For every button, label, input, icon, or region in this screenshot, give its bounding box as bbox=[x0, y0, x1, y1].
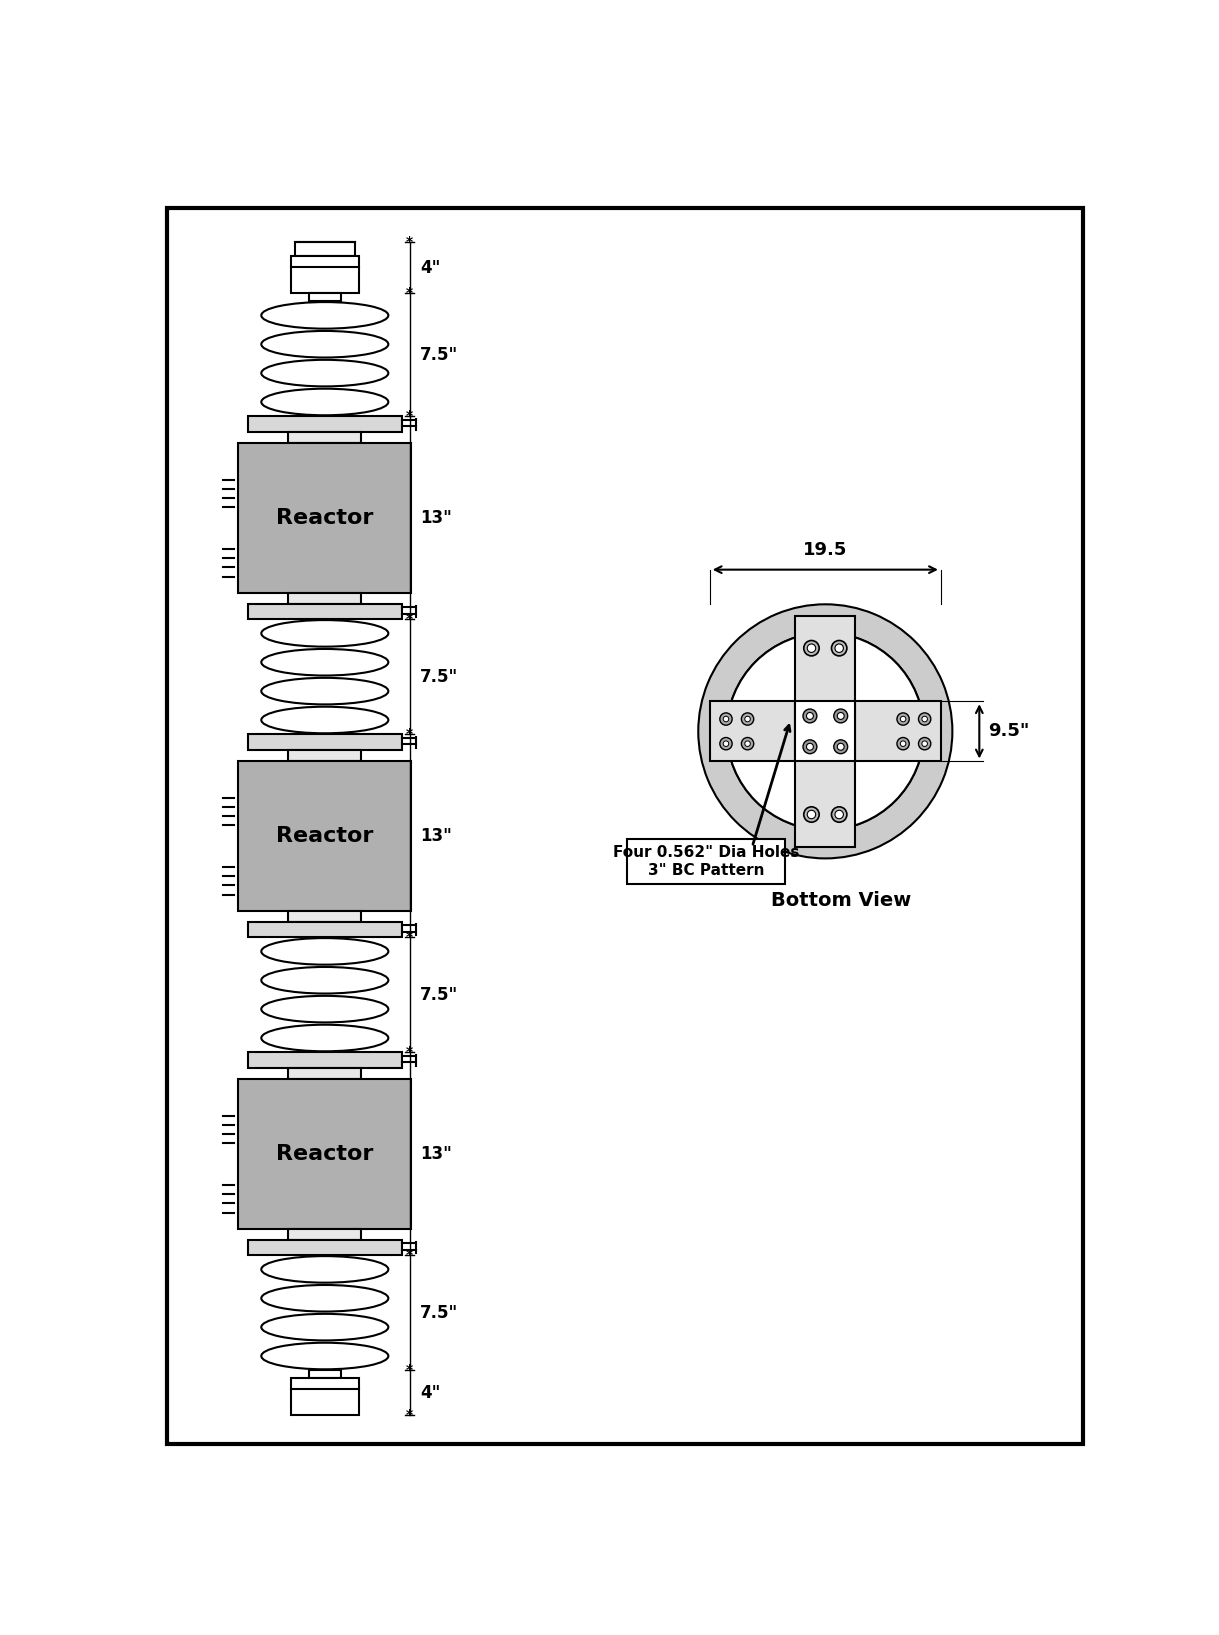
Ellipse shape bbox=[261, 302, 389, 329]
Bar bbox=[238, 443, 412, 594]
Text: Reactor: Reactor bbox=[277, 1144, 373, 1164]
Ellipse shape bbox=[261, 1256, 389, 1283]
Text: 13": 13" bbox=[421, 827, 452, 845]
Bar bbox=[288, 1068, 361, 1079]
Text: 4": 4" bbox=[421, 1383, 441, 1401]
Text: 7.5": 7.5" bbox=[421, 347, 458, 365]
Bar bbox=[247, 734, 402, 750]
Circle shape bbox=[918, 737, 931, 750]
Circle shape bbox=[741, 737, 753, 750]
Text: *: * bbox=[406, 1408, 413, 1422]
Circle shape bbox=[834, 710, 847, 723]
Bar bbox=[291, 257, 358, 293]
Text: Bottom View: Bottom View bbox=[770, 891, 911, 911]
Circle shape bbox=[720, 737, 733, 750]
Text: 7.5": 7.5" bbox=[421, 986, 458, 1004]
Bar bbox=[627, 839, 785, 885]
Circle shape bbox=[901, 716, 906, 721]
Bar bbox=[247, 1239, 402, 1256]
Bar bbox=[247, 922, 402, 937]
Circle shape bbox=[720, 713, 733, 726]
Circle shape bbox=[835, 811, 844, 819]
Circle shape bbox=[745, 741, 751, 747]
Circle shape bbox=[807, 744, 813, 750]
Ellipse shape bbox=[261, 966, 389, 994]
Text: *: * bbox=[406, 930, 413, 943]
Circle shape bbox=[745, 716, 751, 721]
Bar bbox=[247, 603, 402, 620]
Text: *: * bbox=[406, 1045, 413, 1059]
Text: 7.5": 7.5" bbox=[421, 1303, 458, 1321]
Circle shape bbox=[831, 806, 847, 822]
Circle shape bbox=[727, 633, 924, 831]
Ellipse shape bbox=[261, 389, 389, 415]
Bar bbox=[247, 1053, 402, 1068]
Text: 19.5: 19.5 bbox=[803, 541, 847, 559]
Text: 9.5": 9.5" bbox=[989, 723, 1030, 741]
Ellipse shape bbox=[261, 938, 389, 965]
Circle shape bbox=[834, 739, 847, 754]
Ellipse shape bbox=[261, 330, 389, 358]
Text: 7.5": 7.5" bbox=[421, 667, 458, 685]
Circle shape bbox=[831, 641, 847, 656]
Text: 4": 4" bbox=[421, 258, 441, 276]
Bar bbox=[308, 1370, 341, 1378]
Bar bbox=[795, 701, 856, 762]
Circle shape bbox=[835, 644, 844, 652]
Ellipse shape bbox=[261, 1025, 389, 1051]
Ellipse shape bbox=[261, 649, 389, 675]
Text: 13": 13" bbox=[421, 508, 452, 526]
Text: *: * bbox=[406, 1364, 413, 1377]
Text: *: * bbox=[406, 611, 413, 626]
Circle shape bbox=[803, 641, 819, 656]
Ellipse shape bbox=[261, 620, 389, 647]
Text: Reactor: Reactor bbox=[277, 826, 373, 845]
Circle shape bbox=[897, 737, 909, 750]
Ellipse shape bbox=[261, 1285, 389, 1311]
Circle shape bbox=[723, 741, 729, 747]
Circle shape bbox=[723, 716, 729, 721]
Bar bbox=[288, 432, 361, 443]
Text: *: * bbox=[406, 235, 413, 250]
Text: Four 0.562" Dia Holes
3" BC Pattern: Four 0.562" Dia Holes 3" BC Pattern bbox=[613, 845, 800, 878]
Ellipse shape bbox=[261, 706, 389, 732]
Circle shape bbox=[837, 744, 845, 750]
Circle shape bbox=[807, 713, 813, 719]
Bar bbox=[291, 1378, 358, 1416]
Bar bbox=[709, 701, 941, 762]
Bar bbox=[308, 293, 341, 301]
Text: *: * bbox=[406, 728, 413, 741]
Circle shape bbox=[901, 741, 906, 747]
Circle shape bbox=[803, 806, 819, 822]
Circle shape bbox=[807, 644, 816, 652]
Circle shape bbox=[837, 713, 845, 719]
Circle shape bbox=[807, 811, 816, 819]
Bar bbox=[238, 1079, 412, 1230]
Text: *: * bbox=[406, 409, 413, 423]
Ellipse shape bbox=[261, 360, 389, 386]
Circle shape bbox=[897, 713, 909, 726]
Circle shape bbox=[922, 716, 928, 721]
Circle shape bbox=[741, 713, 753, 726]
Circle shape bbox=[803, 710, 817, 723]
Bar bbox=[247, 417, 402, 432]
Circle shape bbox=[922, 741, 928, 747]
Ellipse shape bbox=[261, 679, 389, 705]
Text: *: * bbox=[406, 1248, 413, 1262]
Bar bbox=[288, 911, 361, 922]
Bar bbox=[795, 616, 856, 847]
Circle shape bbox=[918, 713, 931, 726]
Bar bbox=[288, 1230, 361, 1239]
Ellipse shape bbox=[261, 996, 389, 1022]
Ellipse shape bbox=[261, 1342, 389, 1368]
Bar bbox=[288, 750, 361, 760]
Bar bbox=[238, 760, 412, 911]
Circle shape bbox=[803, 739, 817, 754]
Text: Reactor: Reactor bbox=[277, 508, 373, 528]
Text: *: * bbox=[406, 286, 413, 301]
Ellipse shape bbox=[261, 1315, 389, 1341]
Bar bbox=[295, 242, 355, 257]
Text: 13": 13" bbox=[421, 1144, 452, 1162]
Bar bbox=[288, 594, 361, 603]
